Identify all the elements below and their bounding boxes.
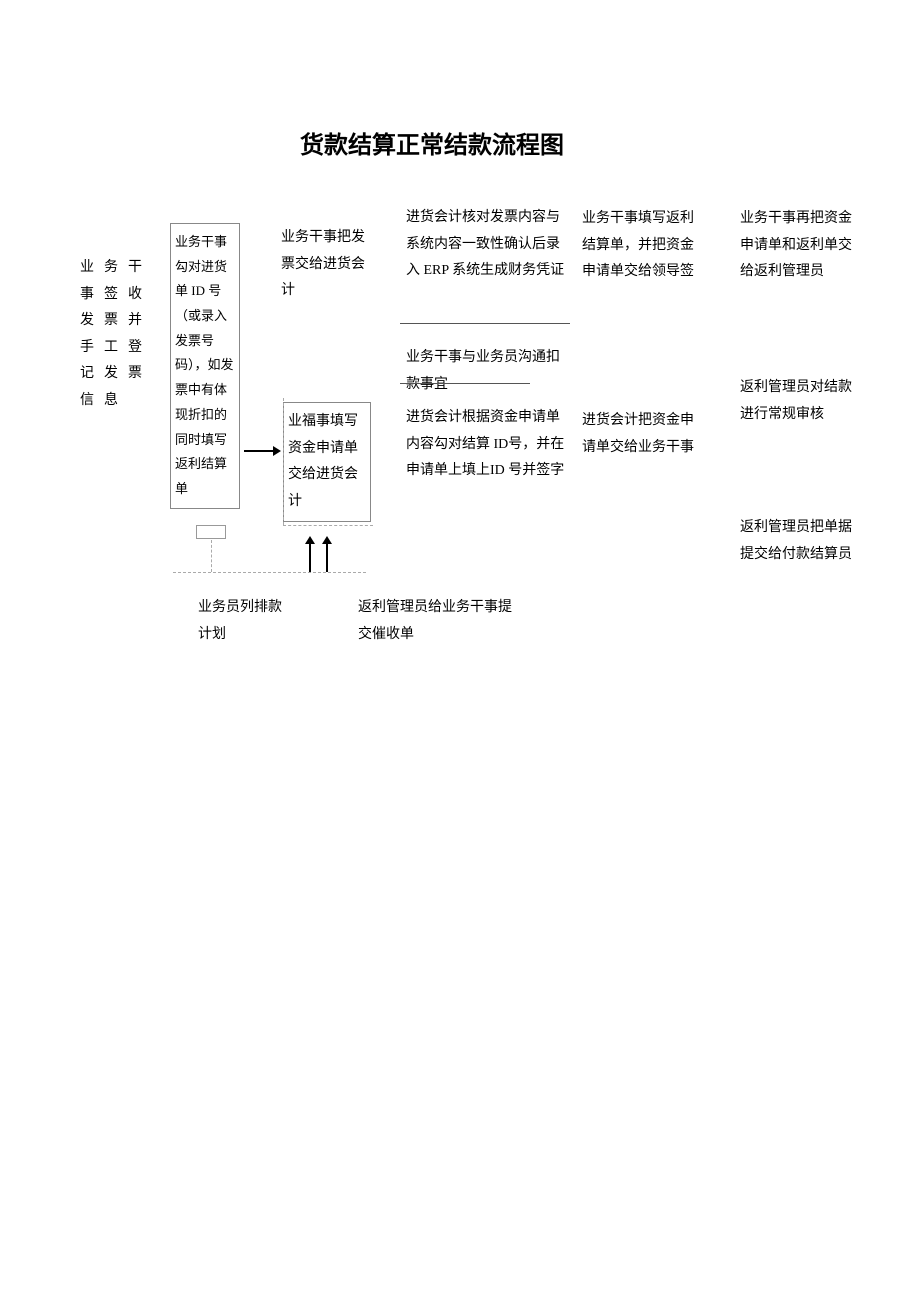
arrow-up-1-line (309, 542, 311, 572)
divider-under-communicate (400, 383, 530, 384)
inner-label (196, 525, 226, 539)
node-payment-plan: 业务员列排款计划 (198, 595, 288, 648)
node-receive-invoice: 业务干事签收发票并手工登记发票信息 (80, 255, 155, 415)
arrow-up-2-head (322, 536, 332, 544)
arrow-head-to-fund-req (273, 446, 281, 456)
dashed-horiz-n7 (283, 525, 373, 526)
node-to-rebate-mgr: 业务干事再把资金申请单和返利单交给返利管理员 (740, 206, 855, 286)
page-title: 货款结算正常结款流程图 (300, 125, 564, 160)
dashed-vert-n7 (283, 398, 284, 525)
node-write-rebate: 业务干事填写返利结算单，并把资金申请单交给领导签 (582, 206, 697, 286)
node-return-to-clerk: 进货会计把资金申请单交给业务干事 (582, 408, 697, 461)
dashed-vert-inner (211, 540, 212, 572)
node-verify-erp: 进货会计核对发票内容与系统内容一致性确认后录入 ERP 系统生成财务凭证 (406, 205, 566, 285)
node-rebate-audit: 返利管理员对结款进行常规审核 (740, 375, 855, 428)
node-write-fund-req: 业福事填写资金申请单交给进货会计 (283, 402, 371, 522)
arrow-up-2-line (326, 542, 328, 572)
node-give-accountant: 业务干事把发票交给进货会计 (281, 225, 366, 305)
node-match-settle-id: 进货会计根据资金申请单内容勾对结算 ID号，并在申请单上填上ID 号并签字 (406, 405, 566, 485)
dashed-bottom-connector (173, 572, 366, 573)
arrow-up-1-head (305, 536, 315, 544)
node-communicate: 业务干事与业务员沟通扣款事宜 (406, 345, 566, 398)
node-collection-order: 返利管理员给业务干事提交催收单 (358, 595, 518, 648)
node-match-id: 业务干事勾对进货单 ID 号（或录入发票号码），如发票中有体现折扣的同时填写返利… (170, 223, 240, 509)
badge-1: 1 (628, 412, 632, 421)
node-submit-payment: 返利管理员把单据提交给付款结算员 (740, 515, 855, 568)
divider-under-erp (400, 323, 570, 324)
